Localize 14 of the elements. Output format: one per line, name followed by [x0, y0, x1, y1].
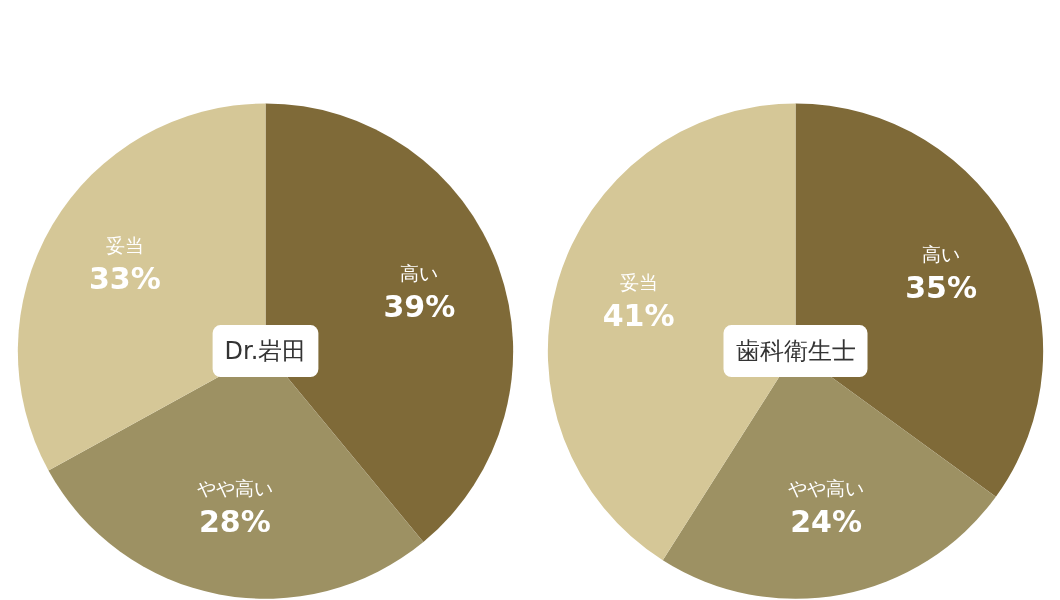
slice-label: 高い	[922, 242, 961, 265]
data-label: 41%	[602, 298, 675, 334]
slice-label: 高い	[400, 261, 439, 284]
text: Dr.岩田	[224, 337, 307, 366]
slice-label: 妥当	[105, 233, 144, 256]
data-label: 33%	[88, 260, 161, 296]
text: 歯科衛生士	[735, 337, 856, 366]
data-label: 39%	[383, 288, 456, 324]
data-label: 24%	[790, 503, 863, 539]
slice-label: やや高い	[196, 476, 273, 499]
data-label: 28%	[198, 503, 271, 539]
slice-label: 妥当	[619, 271, 658, 294]
data-label: 35%	[905, 269, 978, 305]
slice-label: やや高い	[788, 476, 865, 499]
